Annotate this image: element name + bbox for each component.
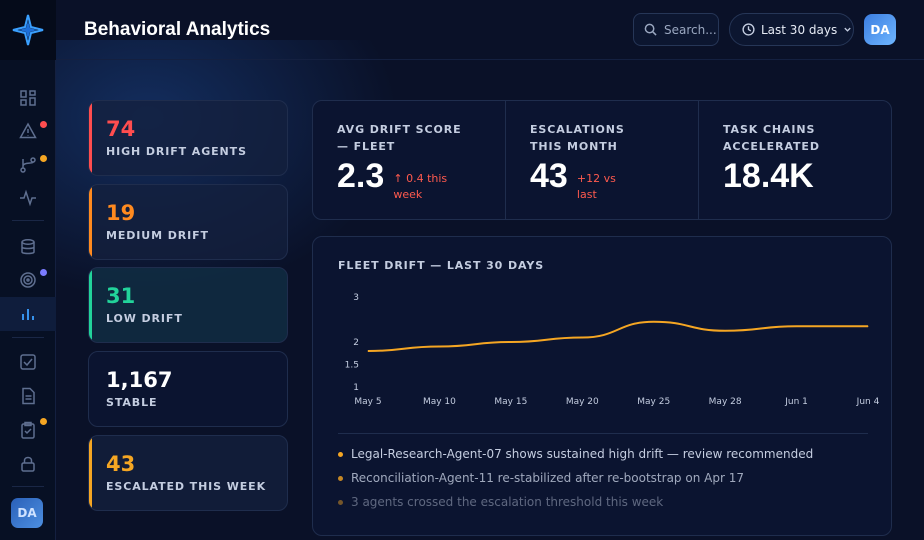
sidebar-divider: [12, 337, 44, 338]
stat-card-medium-drift[interactable]: 19 MEDIUM DRIFT: [88, 184, 288, 260]
stat-label: STABLE: [106, 396, 158, 409]
card-accent: [89, 436, 92, 510]
x-tick-label: Jun 1: [784, 397, 808, 407]
dashboard-icon[interactable]: [16, 86, 40, 110]
stat-label: LOW DRIFT: [106, 312, 183, 325]
star-logo-icon: [12, 14, 44, 46]
drift-data-point: [581, 337, 583, 338]
kpi-label: ESCALATIONS THIS MONTH: [530, 123, 625, 153]
page-title: Behavioral Analytics: [84, 19, 271, 40]
git-branch-icon[interactable]: [16, 153, 40, 177]
date-range-select[interactable]: Last 30 days: [729, 13, 854, 46]
x-tick-label: May 20: [566, 397, 599, 407]
sidebar-divider: [12, 486, 44, 487]
target-badge: [40, 269, 47, 276]
insight-item[interactable]: 3 agents crossed the escalation threshol…: [338, 495, 663, 509]
sidebar-user-avatar[interactable]: DA: [11, 498, 43, 528]
activity-icon[interactable]: [16, 186, 40, 210]
search-input[interactable]: Search...: [633, 13, 719, 46]
drift-data-point: [653, 321, 655, 323]
x-tick-label: May 5: [354, 397, 381, 407]
drift-data-point: [367, 350, 369, 352]
stat-card-escalated[interactable]: 43 ESCALATED THIS WEEK: [88, 435, 288, 511]
y-tick-label: 3: [353, 293, 359, 303]
insight-item[interactable]: Reconciliation-Agent-11 re-stabilized af…: [338, 471, 744, 485]
insight-text: Legal-Research-Agent-07 shows sustained …: [351, 447, 814, 461]
bullet-icon: [338, 451, 343, 457]
lock-icon[interactable]: [16, 452, 40, 476]
insight-text: Reconciliation-Agent-11 re-stabilized af…: [351, 471, 744, 485]
kpi-task-chains: TASK CHAINS ACCELERATED 18.4K: [699, 101, 891, 219]
stat-value: 74: [106, 117, 136, 141]
file-text-icon[interactable]: [16, 384, 40, 408]
kpi-value: 2.3: [337, 157, 385, 195]
search-placeholder: Search...: [664, 22, 717, 37]
stat-card-low-drift[interactable]: 31 LOW DRIFT: [88, 267, 288, 343]
logo[interactable]: [0, 0, 56, 60]
chart-divider: [338, 433, 868, 434]
drift-data-point: [438, 346, 440, 347]
stat-label: HIGH DRIFT AGENTS: [106, 145, 247, 158]
insight-text: 3 agents crossed the escalation threshol…: [351, 495, 664, 509]
kpi-label: AVG DRIFT SCORE — FLEET: [337, 123, 462, 153]
stat-value: 19: [106, 201, 136, 225]
y-tick-label: 1.5: [345, 361, 359, 371]
clipboard-badge: [40, 418, 47, 425]
chevron-down-icon: [844, 27, 851, 32]
search-icon: [644, 23, 657, 36]
card-accent: [89, 101, 92, 175]
drift-series-line: [367, 320, 868, 352]
date-range-value: Last 30 days: [761, 22, 838, 37]
fleet-drift-chart-panel: FLEET DRIFT — LAST 30 DAYS 3 2 1.5 1 May 5 Ma…: [312, 236, 892, 536]
kpi-escalations: ESCALATIONS THIS MONTH 43 +12 vs last: [506, 101, 698, 219]
stat-value: 43: [106, 452, 136, 476]
stat-value: 31: [106, 284, 136, 308]
bullet-icon: [338, 499, 343, 505]
stat-value: 1,167: [106, 368, 173, 392]
alert-badge: [40, 121, 47, 128]
bullet-icon: [338, 475, 343, 481]
x-tick-label: May 15: [494, 397, 527, 407]
insight-item[interactable]: Legal-Research-Agent-07 shows sustained …: [338, 447, 813, 461]
user-avatar[interactable]: DA: [864, 14, 896, 45]
stat-card-stable[interactable]: 1,167 STABLE: [88, 351, 288, 427]
stat-label: MEDIUM DRIFT: [106, 229, 209, 242]
kpi-delta: ↑ 0.4 this week: [393, 172, 448, 201]
stat-card-high-drift[interactable]: 74 HIGH DRIFT AGENTS: [88, 100, 288, 176]
drift-data-point: [796, 325, 798, 327]
x-tick-label: May 10: [423, 397, 456, 407]
kpi-value: 43: [530, 157, 568, 195]
header: Behavioral Analytics Search... Last 30 d…: [56, 0, 924, 60]
x-tick-label: Jun 4: [856, 397, 880, 407]
card-accent: [89, 185, 92, 259]
clipboard-check-icon[interactable]: [16, 418, 40, 442]
check-square-icon[interactable]: [16, 350, 40, 374]
branch-badge: [40, 155, 47, 162]
x-tick-label: May 25: [637, 397, 670, 407]
kpi-panel: AVG DRIFT SCORE — FLEET 2.3 ↑ 0.4 this w…: [312, 100, 892, 220]
drift-data-point: [510, 341, 512, 343]
target-icon[interactable]: [16, 268, 40, 292]
x-tick-label: May 28: [709, 397, 742, 407]
kpi-divider: [505, 101, 506, 219]
kpi-label: TASK CHAINS ACCELERATED: [723, 123, 820, 153]
y-tick-label: 2: [353, 338, 359, 348]
drift-data-point: [724, 330, 726, 332]
kpi-avg-drift: AVG DRIFT SCORE — FLEET 2.3 ↑ 0.4 this w…: [313, 101, 505, 219]
kpi-value: 18.4K: [723, 157, 814, 195]
kpi-divider: [698, 101, 699, 219]
alert-triangle-icon[interactable]: [16, 119, 40, 143]
card-accent: [89, 268, 92, 342]
kpi-delta: +12 vs last: [576, 172, 616, 201]
drift-data-point: [867, 325, 869, 327]
sidebar-divider: [12, 220, 44, 221]
database-icon[interactable]: [16, 235, 40, 259]
clock-icon: [742, 23, 755, 36]
bar-chart-icon[interactable]: [16, 302, 40, 326]
sidebar: DA: [0, 0, 56, 540]
fleet-drift-line-chart: 3 2 1.5 1 May 5 May 10 May 15 May 20 May 25 May 2…: [345, 293, 880, 407]
y-tick-label: 1: [353, 383, 359, 393]
stat-label: ESCALATED THIS WEEK: [106, 480, 267, 493]
chart-title: FLEET DRIFT — LAST 30 DAYS: [338, 259, 545, 272]
